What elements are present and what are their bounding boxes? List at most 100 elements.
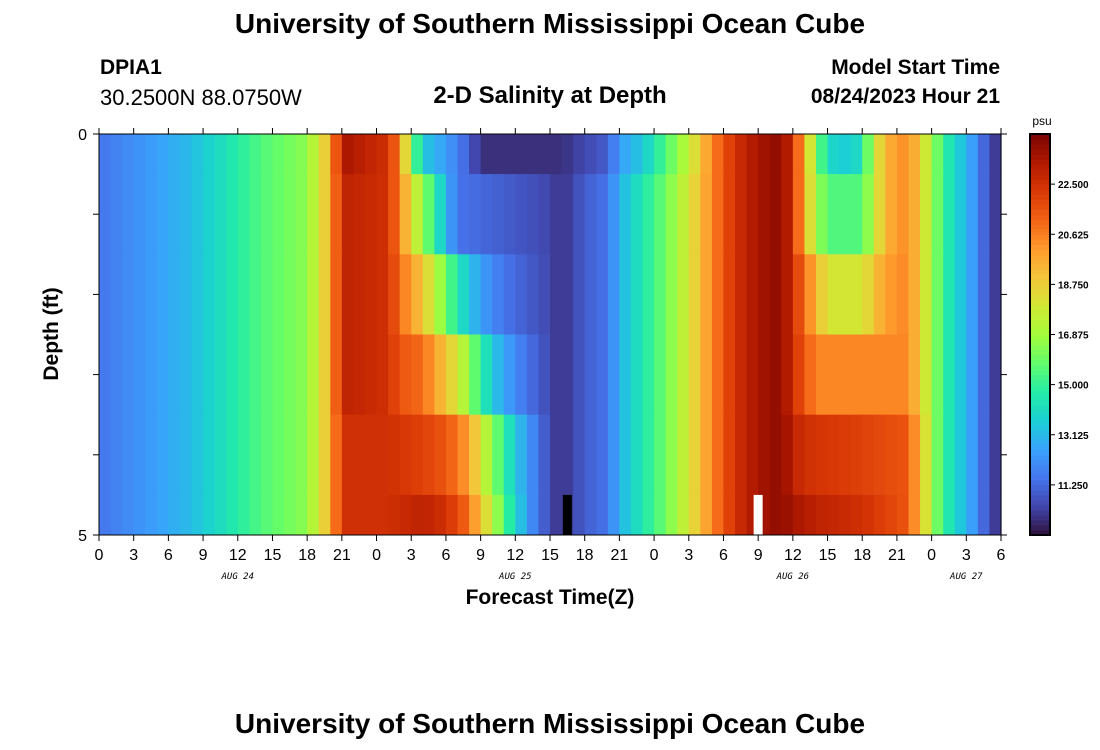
heatmap-cell (758, 174, 771, 255)
heatmap-cell (642, 414, 655, 496)
heatmap-cell (827, 494, 840, 536)
heatmap-cell (989, 174, 1002, 255)
heatmap-cell (688, 254, 701, 335)
heatmap-cell (457, 414, 470, 496)
x-tick-label: 15 (541, 547, 559, 564)
x-tick-label: 6 (441, 547, 450, 564)
heatmap-cell (977, 134, 991, 175)
heatmap-cell (226, 334, 239, 416)
heatmap-cell (896, 414, 910, 496)
heatmap-cell (133, 334, 146, 416)
heatmap-cell (399, 334, 412, 416)
heatmap-cell (237, 174, 250, 255)
heatmap-cell (503, 334, 516, 416)
heatmap-cell (908, 134, 921, 175)
heatmap-cell (272, 134, 285, 175)
heatmap-cell (619, 414, 632, 496)
heatmap-cell (850, 334, 863, 416)
heatmap-cell (896, 254, 910, 335)
heatmap-cell (700, 254, 713, 335)
heatmap-cell (411, 414, 424, 496)
heatmap-cell (145, 174, 158, 255)
heatmap-cell (526, 254, 540, 335)
colorbar-swatch (1030, 359, 1050, 366)
heatmap-cell (422, 254, 435, 335)
heatmap-cell (746, 134, 759, 175)
heatmap-cell (931, 414, 944, 496)
colorbar-swatch (1030, 214, 1050, 220)
heatmap-cell (827, 414, 840, 496)
colorbar-swatch (1030, 134, 1050, 140)
heatmap-cell (943, 174, 956, 255)
colorbar: 11.250 13.125 15.000 16.875 18.750 20.625 22.5… (1029, 133, 1089, 536)
heatmap-cell (873, 334, 886, 416)
colorbar-swatch (1030, 384, 1050, 391)
heatmap-cell (862, 494, 875, 536)
heatmap-cell (99, 254, 112, 335)
heatmap-cell (99, 174, 112, 255)
model-start-value: 08/24/2023 Hour 21 (810, 85, 1000, 108)
colorbar-swatch (1030, 434, 1050, 441)
heatmap-cell (203, 414, 216, 496)
heatmap-cell (943, 414, 956, 496)
heatmap-cell (179, 134, 193, 175)
heatmap-cell (376, 254, 389, 335)
heatmap-cell (538, 174, 551, 255)
heatmap-cell (480, 334, 493, 416)
heatmap-cell (179, 334, 193, 416)
colorbar-swatch (1030, 494, 1050, 501)
colorbar-swatch (1030, 409, 1050, 416)
heatmap-cell (145, 334, 158, 416)
heatmap-cell (526, 134, 540, 175)
heatmap-cell (457, 494, 470, 536)
heatmap-cell (480, 134, 493, 175)
heatmap-cell (920, 254, 933, 335)
x-tick-label: 0 (927, 547, 936, 564)
heatmap-cell (272, 174, 285, 255)
heatmap-cell (873, 414, 886, 496)
heatmap-cell (573, 174, 586, 255)
colorbar-tick-label: 15.000 (1058, 381, 1089, 392)
heatmap-cell (133, 254, 146, 335)
x-tick-label: 21 (888, 547, 906, 564)
heatmap-cell (850, 174, 863, 255)
heatmap-cell (99, 414, 112, 496)
heatmap-cell (434, 254, 447, 335)
heatmap-cell (457, 334, 470, 416)
heatmap-cell (630, 494, 644, 536)
x-tick-label: 6 (997, 547, 1006, 564)
heatmap-cell (862, 414, 875, 496)
heatmap-cell (122, 174, 135, 255)
heatmap-cell (584, 254, 597, 335)
heatmap-cell (341, 174, 355, 255)
colorbar-swatch (1030, 264, 1050, 270)
heatmap-cell (769, 174, 782, 255)
heatmap-cell (827, 254, 840, 335)
colorbar-swatch (1030, 424, 1050, 431)
heatmap-cell (110, 134, 123, 175)
heatmap-cell (457, 134, 470, 175)
heatmap-cell (445, 334, 459, 416)
heatmap-cell (110, 174, 123, 255)
heatmap-cell (122, 494, 135, 536)
heatmap-cell (376, 414, 389, 496)
heatmap-cell (503, 174, 516, 255)
heatmap-cell (237, 494, 250, 536)
heatmap-cell (353, 134, 366, 175)
heatmap-cell (364, 414, 378, 496)
heatmap-cell (862, 134, 875, 175)
heatmap-cell (908, 494, 921, 536)
heatmap-cell (503, 254, 516, 335)
heatmap-cell (214, 254, 227, 335)
heatmap-cell (584, 494, 597, 536)
heatmap-cell (735, 134, 748, 175)
heatmap-cell (133, 174, 146, 255)
heatmap-cell (931, 134, 944, 175)
heatmap-cell (110, 254, 123, 335)
heatmap-cell (237, 334, 250, 416)
heatmap-cell (457, 254, 470, 335)
heatmap-cell (469, 494, 482, 536)
heatmap-cell (526, 494, 540, 536)
heatmap-cell (792, 334, 806, 416)
heatmap-cell (492, 334, 505, 416)
